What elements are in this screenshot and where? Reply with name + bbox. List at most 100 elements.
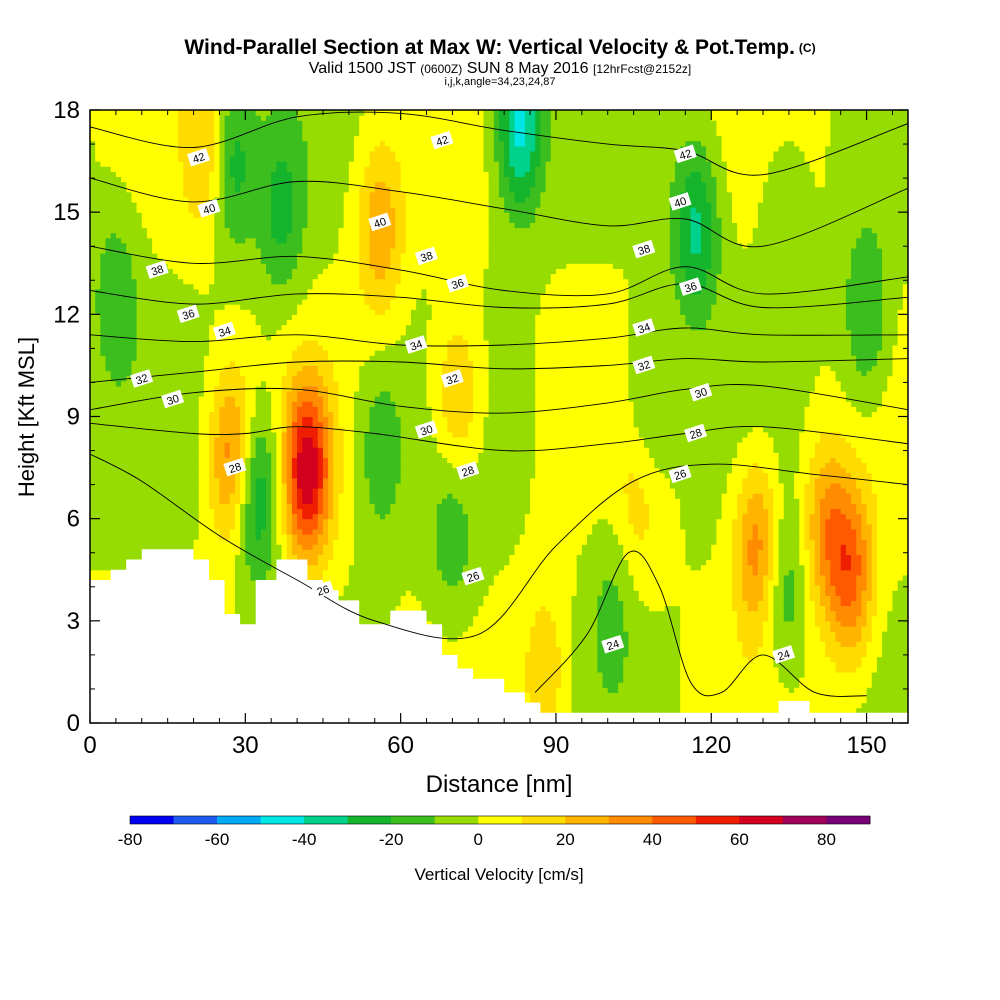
field-cell xyxy=(234,406,241,412)
field-cell xyxy=(126,365,133,372)
field-cell xyxy=(126,549,133,556)
field-cell xyxy=(146,201,153,208)
field-cell xyxy=(162,329,169,336)
field-cell xyxy=(250,125,257,132)
field-cell xyxy=(302,401,309,407)
field-cell xyxy=(260,442,267,448)
field-cell xyxy=(255,115,262,121)
field-cell xyxy=(266,314,272,321)
field-cell xyxy=(183,533,189,540)
field-cell xyxy=(136,222,143,229)
field-cell xyxy=(219,304,226,310)
field-cell xyxy=(234,161,241,167)
field-cell xyxy=(157,120,164,126)
field-cell xyxy=(250,406,257,412)
field-cell xyxy=(131,554,138,561)
field-cell xyxy=(219,339,226,346)
field-cell xyxy=(255,462,262,469)
field-cell xyxy=(188,115,195,121)
field-cell xyxy=(115,145,122,152)
field-cell xyxy=(90,457,96,464)
field-cell xyxy=(266,523,272,530)
field-cell xyxy=(131,544,138,550)
field-cell xyxy=(131,110,138,116)
field-cell xyxy=(178,258,184,264)
field-cell xyxy=(90,314,96,321)
field-cell xyxy=(136,324,143,331)
field-cell xyxy=(90,360,96,367)
field-cell xyxy=(245,237,252,244)
field-cell xyxy=(115,390,122,397)
field-cell xyxy=(281,447,288,453)
field-cell xyxy=(209,406,215,412)
field-cell xyxy=(276,273,283,280)
field-cell xyxy=(255,406,262,412)
field-cell xyxy=(146,196,153,203)
field-cell xyxy=(229,222,236,229)
field-cell xyxy=(95,110,101,116)
field-cell xyxy=(100,176,107,183)
field-cell xyxy=(266,436,272,443)
field-cell xyxy=(291,130,298,137)
field-cell xyxy=(271,462,277,469)
field-cell xyxy=(266,539,272,545)
field-cell xyxy=(266,370,272,377)
field-cell xyxy=(203,544,210,550)
field-cell xyxy=(105,110,112,116)
field-cell xyxy=(229,314,236,321)
field-cell xyxy=(203,191,210,198)
field-cell xyxy=(224,176,231,183)
field-cell xyxy=(105,293,112,300)
field-cell xyxy=(291,467,298,474)
field-cell xyxy=(136,263,143,269)
field-cell xyxy=(297,130,303,137)
field-cell xyxy=(126,523,133,530)
field-cell xyxy=(157,212,164,218)
field-cell xyxy=(188,426,195,433)
field-cell xyxy=(131,222,138,229)
field-cell xyxy=(260,212,267,218)
field-cell xyxy=(203,493,210,499)
field-cell xyxy=(234,288,241,295)
field-cell xyxy=(172,181,179,188)
field-cell xyxy=(219,247,226,254)
field-cell xyxy=(203,452,210,458)
field-cell xyxy=(105,120,112,126)
field-cell xyxy=(105,135,112,142)
field-cell xyxy=(198,196,205,203)
field-cell xyxy=(281,452,288,458)
field-cell xyxy=(224,166,231,172)
field-cell xyxy=(240,324,246,331)
field-cell xyxy=(126,539,133,545)
field-cell xyxy=(286,477,293,484)
field-cell xyxy=(209,304,215,310)
field-cell xyxy=(193,212,200,218)
field-cell xyxy=(286,549,293,556)
field-cell xyxy=(167,201,174,208)
field-cell xyxy=(178,544,184,550)
field-cell xyxy=(141,462,148,469)
field-cell xyxy=(167,324,174,331)
field-cell xyxy=(115,375,122,382)
field-cell xyxy=(167,253,174,259)
field-cell xyxy=(121,171,127,178)
field-cell xyxy=(193,344,200,351)
field-cell xyxy=(131,442,138,448)
field-cell xyxy=(260,283,267,290)
field-cell xyxy=(183,329,189,336)
field-cell xyxy=(162,390,169,397)
field-cell xyxy=(250,503,257,510)
field-cell xyxy=(229,390,236,397)
field-cell xyxy=(100,426,107,433)
field-cell xyxy=(188,477,195,484)
field-cell xyxy=(121,523,127,530)
field-cell xyxy=(131,329,138,336)
field-cell xyxy=(214,314,221,321)
field-cell xyxy=(146,539,153,545)
field-cell xyxy=(90,426,96,433)
field-cell xyxy=(234,120,241,126)
field-cell xyxy=(105,360,112,367)
field-cell xyxy=(100,237,107,244)
field-cell xyxy=(245,120,252,126)
field-cell xyxy=(224,406,231,412)
